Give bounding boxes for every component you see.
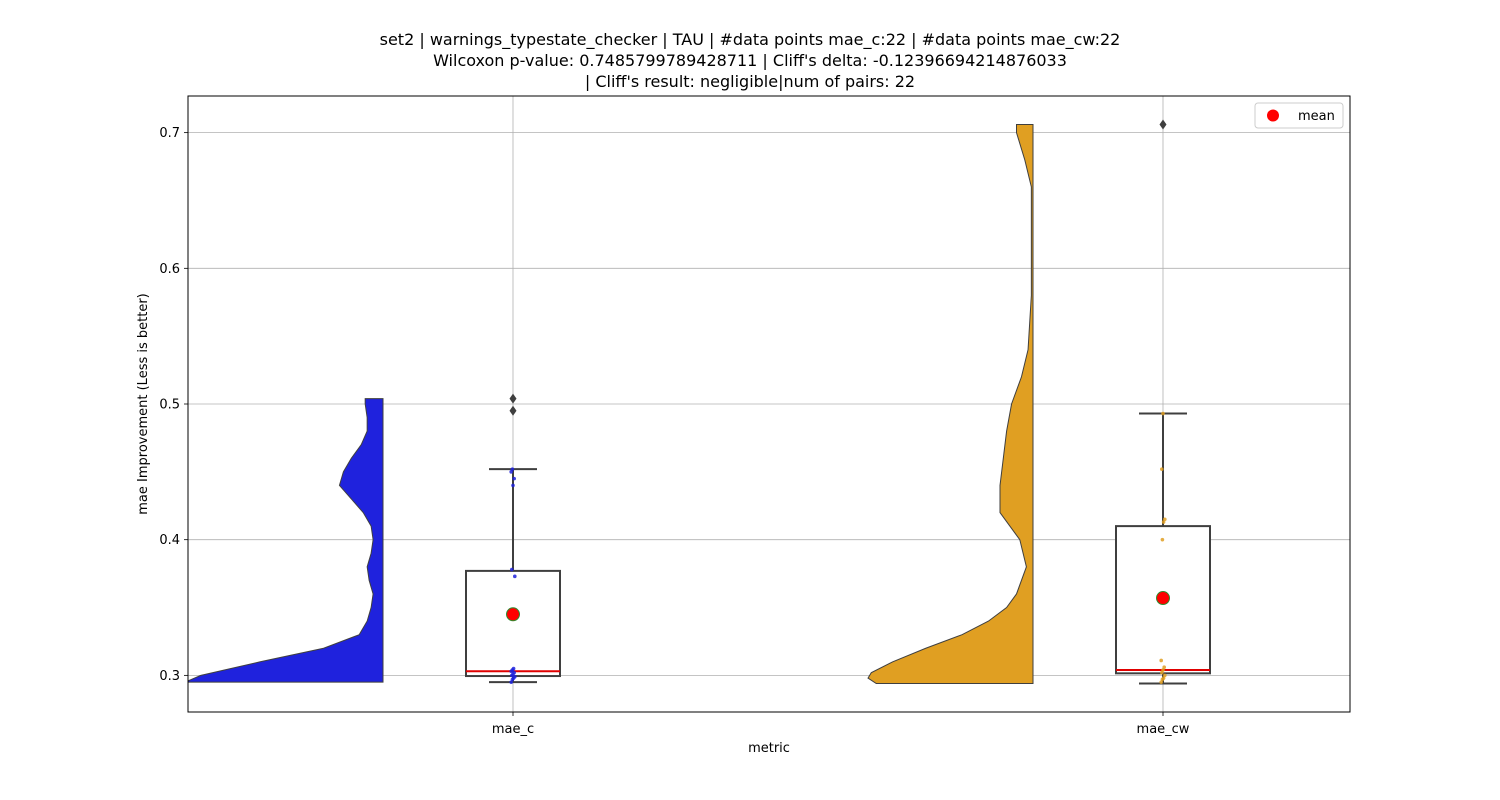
box-layer (465, 412, 1211, 685)
data-point-mae_c (513, 574, 517, 579)
data-point-mae_cw (1160, 537, 1165, 542)
chart-title-line-2: Wilcoxon p-value: 0.7485799789428711 | C… (433, 51, 1067, 70)
box-mae_c (465, 569, 561, 678)
data-point-mae_cw (1159, 680, 1163, 684)
data-point-mae_c (512, 476, 516, 481)
mean-marker-mae_cw (1156, 591, 1170, 606)
data-point-mae_c (512, 670, 516, 675)
data-point-mae_cw (1161, 668, 1165, 672)
data-point-mae_c (509, 680, 513, 684)
data-point-mae_cw (1162, 665, 1166, 670)
x-axis-label: metric (748, 741, 790, 756)
y-tick-label: 0.6 (159, 262, 180, 277)
data-point-mae_cw (1159, 658, 1163, 663)
y-tick-label: 0.4 (159, 533, 180, 548)
violin-mae_c (188, 398, 384, 683)
data-point-mae_cw (1163, 517, 1167, 522)
data-point-mae_c (509, 470, 513, 474)
data-point-mae_c (510, 467, 515, 471)
point-layer (506, 119, 1170, 684)
outlier-mae_c (509, 393, 517, 404)
data-point-mae_cw (1161, 411, 1165, 416)
x-tick-label: mae_c (492, 722, 534, 737)
data-point-mae_cw (1161, 520, 1166, 524)
data-point-mae_cw (1161, 676, 1166, 680)
violin-layer (188, 123, 1034, 685)
data-point-mae_cw (1163, 673, 1167, 678)
data-point-mae_c (510, 567, 514, 572)
y-tick-label: 0.3 (159, 669, 180, 684)
x-tick-label: mae_cw (1137, 722, 1190, 737)
data-point-mae_c (511, 483, 515, 488)
mean-marker-mae_c (506, 607, 520, 622)
data-point-mae_cw (1160, 467, 1164, 471)
axis-layer: 0.3 0.4 0.5 0.6 0.7 mae_c mae_cw (159, 126, 1190, 737)
data-point-mae_c (513, 674, 517, 679)
outlier-mae_c (509, 405, 517, 416)
y-axis-label: mae Improvement (Less is better) (136, 293, 151, 514)
legend-mean-marker (1267, 109, 1279, 122)
data-point-mae_cw (1160, 670, 1164, 675)
legend-frame (1254, 102, 1344, 129)
y-tick-label: 0.7 (159, 126, 180, 141)
legend: mean (1254, 102, 1344, 129)
y-tick-label: 0.5 (159, 398, 180, 413)
legend-mean-label: mean (1298, 109, 1335, 124)
outlier-mae_cw (1159, 119, 1167, 130)
chart-title-line-1: set2 | warnings_typestate_checker | TAU … (379, 30, 1121, 49)
data-point-mae_c (511, 666, 516, 671)
violin-mae_cw (867, 123, 1034, 685)
chart-title-line-3: | Cliff's result: negligible|num of pair… (584, 72, 916, 91)
